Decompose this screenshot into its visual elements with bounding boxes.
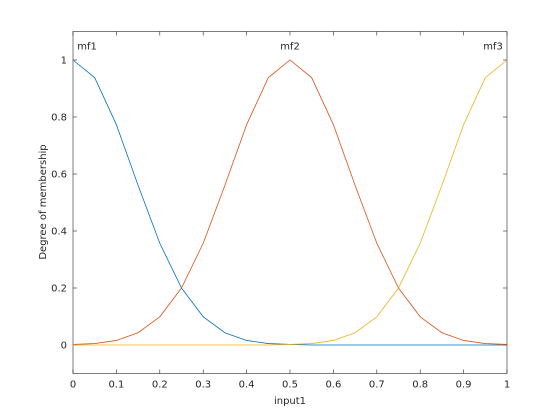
- x-axis-label: input1: [274, 396, 306, 407]
- x-tick-label: 0.5: [282, 380, 298, 391]
- y-tick-label: 0.6: [51, 170, 67, 181]
- line: [72, 59, 508, 345]
- line: [73, 59, 508, 346]
- y-axis-label: Degree of membership: [38, 144, 49, 259]
- x-tick-label: 0.2: [152, 380, 168, 391]
- x-tick-label: 0.8: [412, 380, 428, 391]
- y-tick-label: 0: [61, 341, 67, 352]
- x-tick-label: 0.1: [108, 380, 124, 391]
- y-tick-label: 0.2: [51, 284, 67, 295]
- x-tick-label: 0: [70, 380, 76, 391]
- x-tick-label: 0.3: [195, 380, 211, 391]
- y-tick-label: 0.8: [51, 113, 67, 124]
- mf-label: mf2: [280, 42, 300, 53]
- mf-label: mf3: [483, 42, 503, 53]
- mf-label: mf1: [77, 42, 97, 53]
- x-tick-label: 0.6: [325, 380, 341, 391]
- x-tick-label: 0.9: [456, 380, 472, 391]
- plot-area: [72, 31, 508, 374]
- x-tick-label: 0.7: [369, 380, 385, 391]
- y-tick-label: 0.4: [51, 227, 67, 238]
- x-tick-label: 0.4: [239, 380, 255, 391]
- y-tick-label: 1: [61, 56, 67, 67]
- x-tick-label: 1: [504, 380, 510, 391]
